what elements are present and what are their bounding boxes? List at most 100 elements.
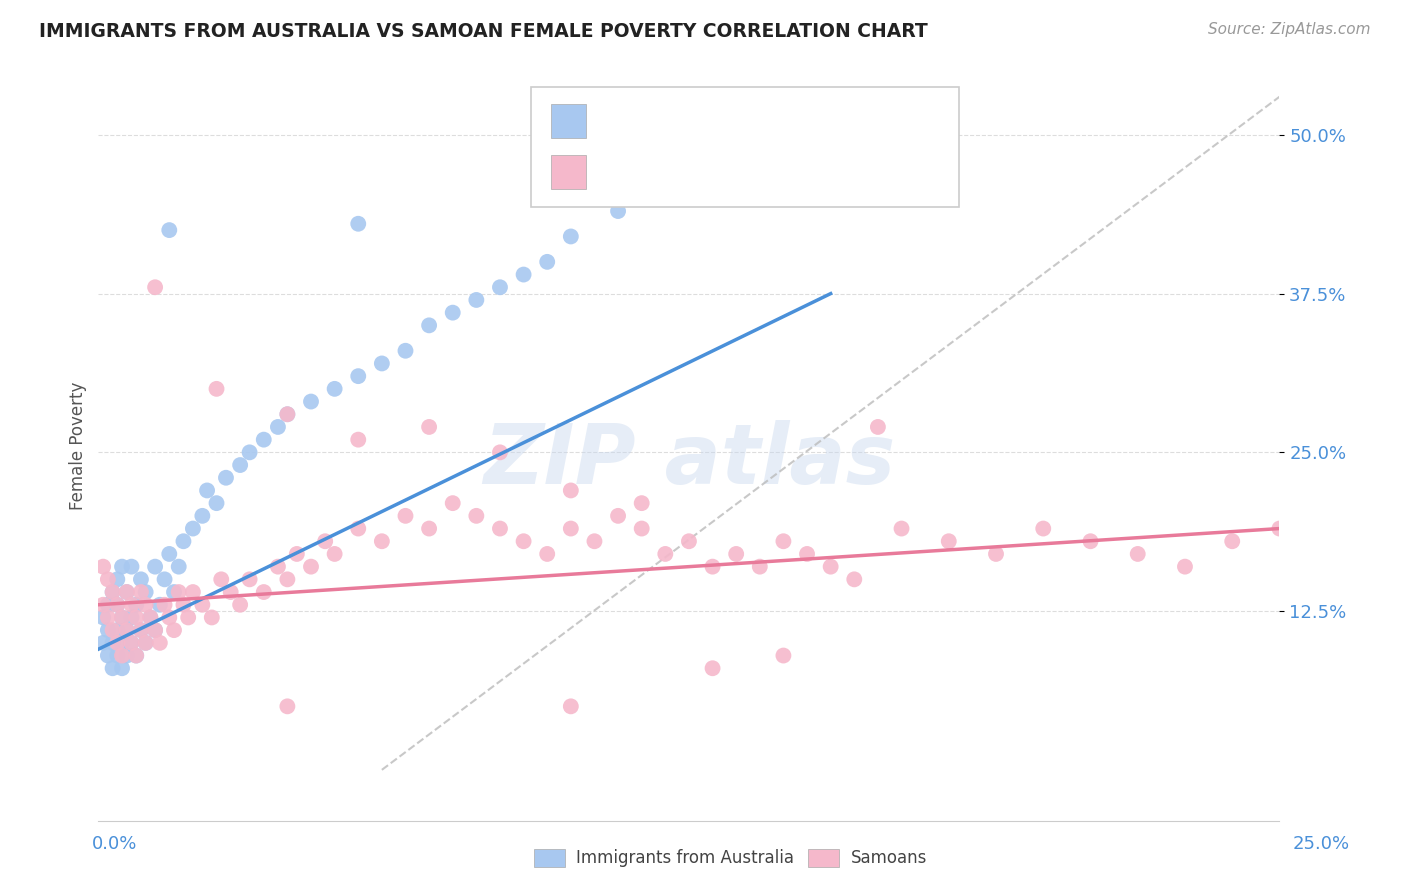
Point — [489, 445, 512, 459]
Point — [115, 585, 138, 599]
Point — [115, 623, 138, 637]
Text: 25.0%: 25.0% — [1292, 835, 1350, 853]
Point — [820, 559, 842, 574]
Point — [101, 636, 124, 650]
Point — [276, 572, 298, 586]
Point — [101, 585, 124, 599]
Point — [276, 407, 298, 421]
Text: 0.151: 0.151 — [640, 163, 703, 181]
Point — [702, 661, 724, 675]
Point — [105, 636, 128, 650]
Point — [866, 420, 889, 434]
Point — [111, 648, 134, 663]
Point — [157, 547, 180, 561]
Point — [394, 343, 416, 358]
Point — [149, 636, 172, 650]
Point — [181, 522, 204, 536]
Point — [135, 636, 157, 650]
Text: Source: ZipAtlas.com: Source: ZipAtlas.com — [1208, 22, 1371, 37]
Point — [157, 223, 180, 237]
Text: Samoans: Samoans — [851, 849, 927, 867]
Point — [135, 598, 157, 612]
Point — [267, 559, 290, 574]
Point — [105, 648, 128, 663]
Point — [129, 623, 152, 637]
Point — [465, 508, 488, 523]
Point — [512, 268, 534, 282]
Point — [105, 623, 128, 637]
Point — [143, 280, 166, 294]
Point — [129, 585, 152, 599]
Point — [285, 547, 308, 561]
Point — [347, 217, 370, 231]
Point — [560, 229, 582, 244]
Point — [347, 522, 370, 536]
Point — [121, 559, 143, 574]
Text: ZIP atlas: ZIP atlas — [482, 420, 896, 501]
Point — [205, 496, 228, 510]
Point — [149, 598, 172, 612]
Text: IMMIGRANTS FROM AUSTRALIA VS SAMOAN FEMALE POVERTY CORRELATION CHART: IMMIGRANTS FROM AUSTRALIA VS SAMOAN FEMA… — [39, 22, 928, 41]
Point — [111, 610, 134, 624]
Text: R =: R = — [599, 112, 638, 129]
Point — [97, 623, 120, 637]
Point — [844, 572, 866, 586]
Point — [938, 534, 960, 549]
Point — [219, 585, 242, 599]
Point — [143, 623, 166, 637]
Point — [105, 572, 128, 586]
Point — [654, 547, 676, 561]
Point — [239, 445, 262, 459]
Point — [129, 623, 152, 637]
Point — [215, 471, 238, 485]
Point — [129, 572, 152, 586]
Point — [139, 610, 162, 624]
Point — [229, 598, 252, 612]
Point — [121, 598, 143, 612]
Point — [890, 522, 912, 536]
Point — [209, 572, 232, 586]
Point — [97, 598, 120, 612]
Point — [772, 534, 794, 549]
Point — [1268, 522, 1291, 536]
Point — [143, 623, 166, 637]
Point — [299, 559, 322, 574]
Point — [143, 559, 166, 574]
Point — [172, 534, 194, 549]
Point — [984, 547, 1007, 561]
Point — [97, 610, 120, 624]
Point — [91, 610, 114, 624]
Point — [135, 585, 157, 599]
Point — [418, 318, 440, 333]
Point — [111, 636, 134, 650]
Point — [748, 559, 770, 574]
Text: N =: N = — [724, 163, 763, 181]
Text: 84: 84 — [763, 163, 789, 181]
Text: 0.574: 0.574 — [644, 112, 700, 129]
Point — [91, 598, 114, 612]
Point — [299, 394, 322, 409]
Point — [489, 280, 512, 294]
Point — [177, 610, 200, 624]
Text: N =: N = — [724, 112, 763, 129]
Point — [1174, 559, 1197, 574]
Point — [560, 483, 582, 498]
Point — [125, 610, 148, 624]
Point — [371, 356, 394, 370]
Point — [111, 610, 134, 624]
Point — [91, 636, 114, 650]
Point — [101, 661, 124, 675]
Point — [418, 420, 440, 434]
Point — [229, 458, 252, 472]
Point — [201, 610, 224, 624]
Point — [1080, 534, 1102, 549]
Text: Immigrants from Australia: Immigrants from Australia — [576, 849, 794, 867]
Point — [276, 407, 298, 421]
Point — [121, 610, 143, 624]
Point — [536, 255, 558, 269]
Point — [796, 547, 818, 561]
Point — [172, 598, 194, 612]
Point — [163, 623, 186, 637]
Point — [323, 382, 346, 396]
Point — [536, 547, 558, 561]
